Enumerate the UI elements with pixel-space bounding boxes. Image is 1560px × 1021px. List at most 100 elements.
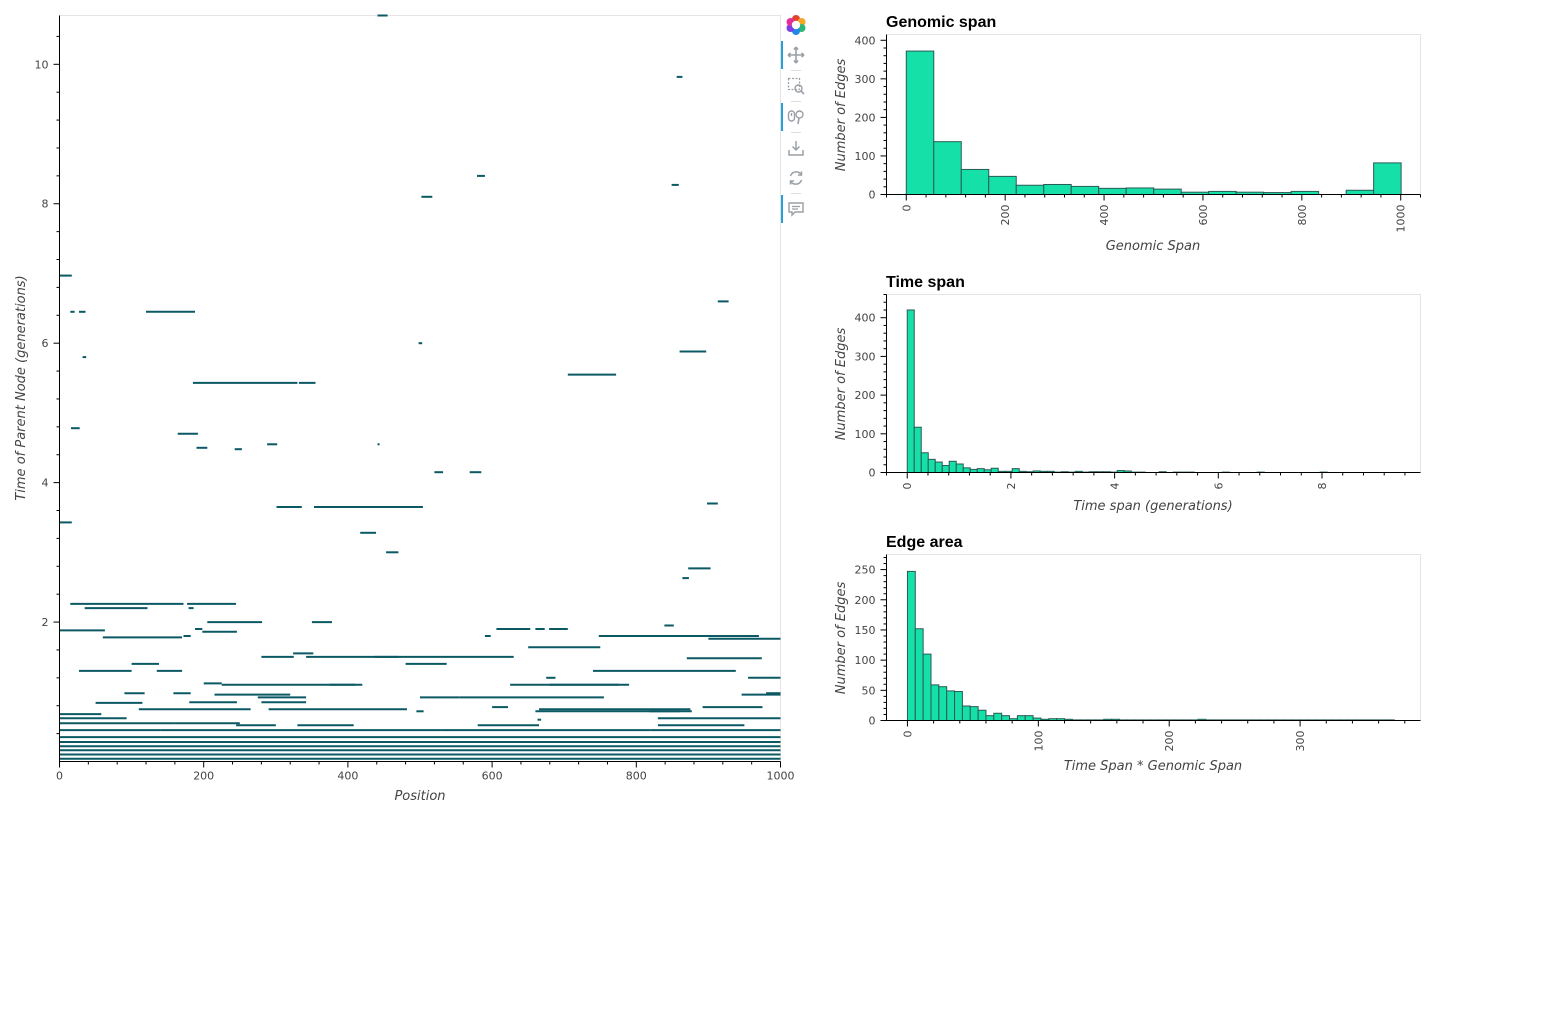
genomic-span-x-axis-label: Genomic Span: [1106, 239, 1201, 254]
area-bar-8: [969, 706, 979, 721]
bokeh-logo-icon: [786, 15, 806, 35]
time-y-tick-label: 400: [855, 312, 876, 325]
edges-x-tick-label: 0: [56, 770, 63, 783]
area-y-tick-label: 150: [855, 624, 876, 637]
time-bar-3: [927, 458, 936, 473]
area-bar-1: [914, 628, 924, 721]
genomic-bar-1: [933, 141, 962, 195]
genomic-x-tick-label: 1000: [1395, 205, 1408, 233]
time-bar-5: [941, 465, 950, 473]
edge-area-histogram[interactable]: Edge area 0 100 200 300 0 50 100 150 200 250 Tim…: [834, 534, 1421, 774]
edge-area-y-axis-label: Number of Edges: [834, 582, 849, 695]
bokeh-logo-button[interactable]: [781, 10, 811, 40]
genomic-bar-3: [988, 175, 1017, 196]
edges-y-tick-label: 6: [42, 337, 49, 350]
area-y-tick-label: 200: [855, 594, 876, 607]
genomic-x-tick-label: 200: [999, 205, 1012, 226]
time-x-tick-label: 8: [1316, 483, 1329, 490]
genomic-y-tick-label: 200: [855, 111, 876, 124]
edges-y-axis-label: Time of Parent Node (generations): [14, 275, 29, 500]
genomic-y-tick-label: 0: [869, 189, 876, 202]
area-x-tick-label: 100: [1032, 731, 1045, 752]
time-span-x-axis: 0 2 4 6 8: [886, 472, 1421, 490]
area-bar-5: [946, 690, 956, 721]
genomic-span-histogram[interactable]: Genomic span 0 200 400 600 800 1000 0 100 200 30…: [834, 14, 1421, 254]
edges-plot[interactable]: 0 200 400 600 800 1000 2 4 6 8 10 Position Time o…: [14, 14, 795, 805]
genomic-x-tick-label: 0: [900, 205, 913, 212]
area-bar-3: [930, 684, 940, 722]
box-zoom-tool-button[interactable]: [781, 71, 811, 101]
time-x-tick-label: 4: [1109, 483, 1122, 490]
area-y-tick-label: 250: [855, 564, 876, 577]
area-bar-10: [985, 715, 995, 721]
time-bar-6: [948, 460, 957, 473]
area-bar-6: [954, 691, 963, 722]
time-bar-12: [990, 467, 999, 473]
edge-segments: [59, 14, 781, 760]
genomic-span-bars: [905, 50, 1402, 196]
edge-area-x-axis: 0 100 200 300: [886, 720, 1421, 752]
time-bar-10: [976, 468, 985, 474]
area-bar-2: [922, 653, 932, 721]
genomic-bar-16: [1345, 189, 1375, 195]
area-bar-12: [1001, 715, 1011, 721]
genomic-bar-5: [1043, 183, 1072, 195]
hover-icon: [788, 202, 804, 217]
reset-icon: [789, 171, 803, 185]
time-span-y-axis-label: Number of Edges: [834, 328, 849, 441]
pan-tool-button[interactable]: [781, 40, 811, 70]
genomic-bar-4: [1015, 184, 1045, 195]
edge-area-frame: [886, 554, 1421, 721]
time-y-tick-label: 300: [855, 350, 876, 363]
time-bar-1: [913, 426, 922, 474]
plot-toolbar: [781, 10, 811, 240]
pan-icon: [787, 46, 805, 64]
area-bar-11: [993, 712, 1003, 722]
time-bar-15: [1011, 468, 1020, 474]
genomic-y-tick-label: 300: [855, 73, 876, 86]
area-bar-14: [1016, 715, 1026, 721]
area-bar-15: [1024, 715, 1034, 721]
time-span-x-axis-label: Time span (generations): [1073, 499, 1232, 514]
genomic-x-tick-label: 800: [1296, 205, 1309, 226]
time-bar-7: [955, 463, 964, 473]
genomic-x-tick-label: 400: [1098, 205, 1111, 226]
box-zoom-icon: [787, 77, 805, 95]
area-bar-7: [961, 705, 971, 722]
reset-tool-button[interactable]: [781, 163, 811, 193]
area-x-tick-label: 0: [901, 731, 914, 738]
time-span-frame: [886, 294, 1421, 473]
save-icon: [788, 141, 804, 156]
time-bar-4: [934, 461, 943, 473]
area-x-tick-label: 200: [1163, 731, 1176, 752]
genomic-bar-0: [905, 50, 935, 195]
time-bar-8: [962, 467, 971, 473]
time-x-tick-label: 2: [1005, 483, 1018, 490]
area-x-tick-label: 300: [1294, 731, 1307, 752]
edge-area-y-axis: 0 50 100 150 200 250: [855, 554, 887, 728]
area-y-tick-label: 100: [855, 654, 876, 667]
edges-y-axis: 2 4 6 8 10: [35, 15, 60, 762]
edge-area-title: Edge area: [886, 534, 963, 551]
time-y-tick-label: 0: [869, 467, 876, 480]
save-tool-button[interactable]: [781, 133, 811, 163]
genomic-bar-17: [1373, 162, 1402, 195]
genomic-bar-2: [960, 168, 990, 196]
wheel-zoom-tool-button[interactable]: [781, 102, 811, 132]
edges-y-tick-label: 8: [42, 198, 49, 211]
time-span-y-axis: 0 100 200 300 400: [855, 294, 887, 480]
edges-x-tick-label: 1000: [767, 770, 795, 783]
hover-tool-button[interactable]: [781, 194, 811, 224]
area-y-tick-label: 50: [862, 684, 876, 697]
genomic-span-y-axis-label: Number of Edges: [834, 59, 849, 172]
wheel-zoom-icon: [787, 110, 804, 125]
genomic-y-tick-label: 400: [855, 34, 876, 47]
edge-area-bars: [906, 570, 1395, 722]
edges-plot-frame: [59, 15, 781, 762]
time-span-histogram[interactable]: Time span 0 2 4 6 8 0 100 200 300 400 Time span …: [834, 274, 1421, 514]
time-span-title: Time span: [886, 274, 965, 291]
edges-x-axis: 0 200 400 600 800 1000: [56, 761, 795, 783]
area-bar-9: [977, 709, 987, 721]
area-bar-0: [906, 570, 916, 722]
